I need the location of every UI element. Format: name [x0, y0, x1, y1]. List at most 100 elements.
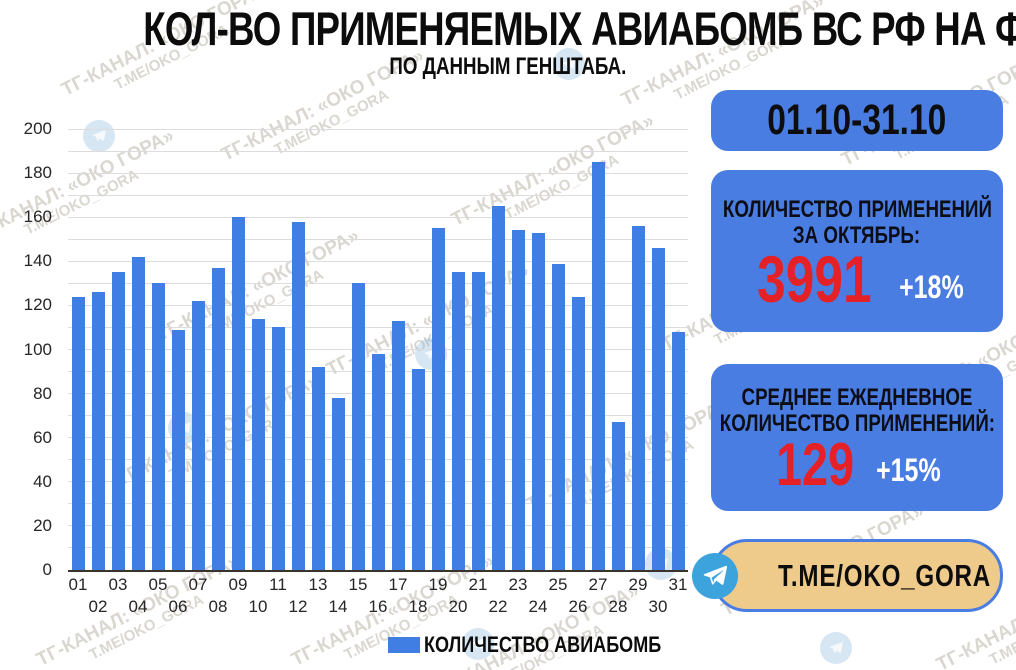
- telegram-icon: [692, 552, 739, 599]
- y-tick-label: 160: [23, 207, 52, 227]
- y-tick-label: 40: [33, 471, 52, 491]
- bar-14: [331, 398, 345, 570]
- gridline: [68, 172, 688, 174]
- x-tick-label: 13: [308, 575, 328, 594]
- telegram-link-text: T.ME/OKO_GORA: [778, 557, 992, 593]
- x-tick-label: 18: [408, 597, 428, 616]
- y-tick-label: 200: [23, 119, 52, 138]
- page-subtitle-text: ПО ДАННЫМ ГЕНШТАБА.: [389, 53, 627, 81]
- x-tick-label: 01: [68, 575, 88, 594]
- monthly-value-row: 3991 +18%: [741, 241, 973, 316]
- daily-average-title: СРЕДНЕЕ ЕЖЕДНЕВНОЕ КОЛИЧЕСТВО ПРИМЕНЕНИЙ…: [681, 385, 1016, 437]
- x-tick-label: 07: [188, 575, 208, 594]
- bar-03: [111, 272, 125, 570]
- watermark-telegram-icon: [820, 632, 852, 664]
- x-tick-label: 25: [548, 575, 568, 594]
- bar-04: [131, 256, 145, 570]
- x-tick-label: 06: [168, 597, 188, 616]
- bar-22: [491, 206, 505, 570]
- bar-16: [371, 353, 385, 570]
- daily-average-delta: +15%: [875, 451, 941, 488]
- x-axis-labels: 01 02 03 04 05 06 07 08 09 10 11 12 13 14 15 16 17 18 19 20…: [68, 575, 688, 619]
- x-tick-label: 04: [128, 597, 148, 616]
- legend-swatch: [388, 637, 420, 653]
- bar-09: [231, 217, 245, 570]
- bar-23: [511, 230, 525, 570]
- x-tick-label: 12: [288, 597, 308, 616]
- y-tick-label: 140: [23, 251, 52, 271]
- bar-30: [651, 248, 665, 570]
- y-axis-labels: 0 20 40 60 80 100 120 140 160 180 200: [0, 119, 58, 579]
- y-tick-label: 20: [33, 515, 52, 535]
- daily-average-panel: СРЕДНЕЕ ЕЖЕДНЕВНОЕ КОЛИЧЕСТВО ПРИМЕНЕНИЙ…: [711, 364, 1003, 511]
- bar-19: [431, 228, 445, 570]
- bar-11: [271, 327, 285, 570]
- bar-20: [451, 272, 465, 570]
- x-tick-label: 09: [228, 575, 248, 594]
- monthly-total-title: КОЛИЧЕСТВО ПРИМЕНЕНИЙ ЗА ОКТЯБРЬ:: [685, 197, 1016, 249]
- gridline: [68, 282, 688, 284]
- x-tick-label: 17: [388, 575, 408, 594]
- gridline: [68, 304, 688, 306]
- x-tick-label: 02: [88, 597, 108, 616]
- daily-title-line1: СРЕДНЕЕ ЕЖЕДНЕВНОЕ: [741, 384, 973, 412]
- x-tick-label: 26: [568, 597, 588, 616]
- x-tick-label: 21: [468, 575, 488, 594]
- y-tick-label: 100: [23, 339, 52, 359]
- x-tick-label: 20: [448, 597, 468, 616]
- monthly-total-panel: КОЛИЧЕСТВО ПРИМЕНЕНИЙ ЗА ОКТЯБРЬ: 3991 +…: [711, 170, 1003, 332]
- gridline: [68, 150, 688, 152]
- bar-29: [631, 226, 645, 570]
- bar-01: [71, 296, 85, 570]
- bar-05: [151, 283, 165, 570]
- bar-07: [191, 301, 205, 570]
- x-tick-label: 19: [428, 575, 448, 594]
- x-tick-label: 03: [108, 575, 128, 594]
- bar-10: [251, 318, 265, 570]
- gridline: [68, 326, 688, 328]
- date-range-panel: 01.10-31.10: [711, 90, 1003, 151]
- bar-21: [471, 272, 485, 570]
- y-tick-label: 180: [23, 163, 52, 183]
- legend-label: КОЛИЧЕСТВО АВИАБОМБ: [424, 632, 713, 658]
- bar-28: [611, 422, 625, 570]
- bar-17: [391, 320, 405, 570]
- bar-18: [411, 369, 425, 570]
- x-tick-label: 10: [248, 597, 268, 616]
- x-tick-label: 11: [269, 575, 287, 594]
- date-range-label: 01.10-31.10: [767, 96, 947, 144]
- y-tick-label: 80: [33, 383, 52, 403]
- plot-area: [68, 128, 688, 572]
- bar-27: [591, 162, 605, 570]
- x-tick-label: 28: [608, 597, 628, 616]
- y-tick-label: 60: [33, 427, 52, 447]
- telegram-link-button[interactable]: T.ME/OKO_GORA: [692, 539, 1003, 612]
- x-tick-label: 29: [628, 575, 648, 594]
- x-tick-label: 14: [328, 597, 348, 616]
- bar-12: [291, 221, 305, 570]
- monthly-total-value: 3991: [757, 241, 872, 316]
- telegram-link-label: T.ME/OKO_GORA: [748, 558, 1016, 594]
- x-tick-label: 15: [348, 575, 368, 594]
- x-tick-label: 08: [208, 597, 228, 616]
- header: КОЛ-ВО ПРИМЕНЯЕМЫХ АВИАБОМБ ВС РФ НА ФРО…: [0, 4, 1016, 79]
- y-tick-label: 120: [23, 295, 52, 315]
- x-tick-label: 31: [668, 575, 688, 594]
- gridline: [68, 194, 688, 196]
- page-title: КОЛ-ВО ПРИМЕНЯЕМЫХ АВИАБОМБ ВС РФ НА ФРО…: [0, 4, 1016, 54]
- bar-15: [351, 283, 365, 570]
- x-tick-label: 27: [588, 575, 608, 594]
- y-tick-label: 0: [42, 560, 52, 579]
- gridline: [68, 216, 688, 218]
- gridline: [68, 260, 688, 262]
- x-tick-label: 24: [528, 597, 548, 616]
- bar-02: [91, 292, 105, 570]
- bar-06: [171, 329, 185, 570]
- monthly-total-delta: +18%: [899, 268, 964, 305]
- bar-24: [531, 232, 545, 570]
- bar-08: [211, 267, 225, 570]
- legend-label-text: КОЛИЧЕСТВО АВИАБОМБ: [424, 632, 662, 657]
- x-tick-label: 30: [648, 597, 668, 616]
- bar-26: [571, 296, 585, 570]
